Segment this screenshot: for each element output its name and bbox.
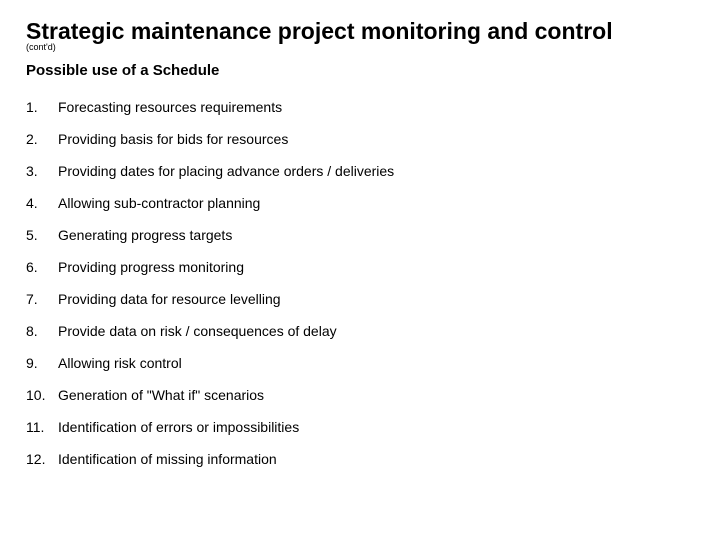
list-item-number: 6.	[26, 251, 54, 283]
list-item: 2. Providing basis for bids for resource…	[26, 123, 694, 155]
list-item-number: 1.	[26, 91, 54, 123]
list-item-text: Providing dates for placing advance orde…	[54, 155, 694, 187]
list-item: 11. Identification of errors or impossib…	[26, 411, 694, 443]
list-item: 10. Generation of "What if" scenarios	[26, 379, 694, 411]
list-item-text: Providing data for resource levelling	[54, 283, 694, 315]
list-item-text: Providing basis for bids for resources	[54, 123, 694, 155]
list-item-number: 7.	[26, 283, 54, 315]
list-item-text: Generating progress targets	[54, 219, 694, 251]
list-item: 12. Identification of missing informatio…	[26, 443, 694, 475]
list-item-number: 11.	[26, 411, 54, 443]
list-item: 4. Allowing sub-contractor planning	[26, 187, 694, 219]
schedule-uses-list: 1. Forecasting resources requirements 2.…	[26, 91, 694, 475]
list-item-number: 4.	[26, 187, 54, 219]
list-item: 7. Providing data for resource levelling	[26, 283, 694, 315]
list-item-number: 8.	[26, 315, 54, 347]
list-item-number: 10.	[26, 379, 54, 411]
list-item-text: Identification of errors or impossibilit…	[54, 411, 694, 443]
list-item: 9. Allowing risk control	[26, 347, 694, 379]
list-item-number: 9.	[26, 347, 54, 379]
list-item: 3. Providing dates for placing advance o…	[26, 155, 694, 187]
list-item-number: 5.	[26, 219, 54, 251]
list-item: 6. Providing progress monitoring	[26, 251, 694, 283]
list-item-text: Allowing risk control	[54, 347, 694, 379]
slide-title: Strategic maintenance project monitoring…	[26, 18, 694, 44]
list-item-text: Allowing sub-contractor planning	[54, 187, 694, 219]
list-item: 8. Provide data on risk / consequences o…	[26, 315, 694, 347]
list-item-text: Provide data on risk / consequences of d…	[54, 315, 694, 347]
slide-subtitle: Possible use of a Schedule	[26, 62, 694, 79]
list-item-number: 2.	[26, 123, 54, 155]
list-item: 1. Forecasting resources requirements	[26, 91, 694, 123]
list-item-number: 3.	[26, 155, 54, 187]
list-item: 5. Generating progress targets	[26, 219, 694, 251]
list-item-text: Forecasting resources requirements	[54, 91, 694, 123]
list-item-text: Identification of missing information	[54, 443, 694, 475]
list-item-text: Providing progress monitoring	[54, 251, 694, 283]
list-item-number: 12.	[26, 443, 54, 475]
list-item-text: Generation of "What if" scenarios	[54, 379, 694, 411]
